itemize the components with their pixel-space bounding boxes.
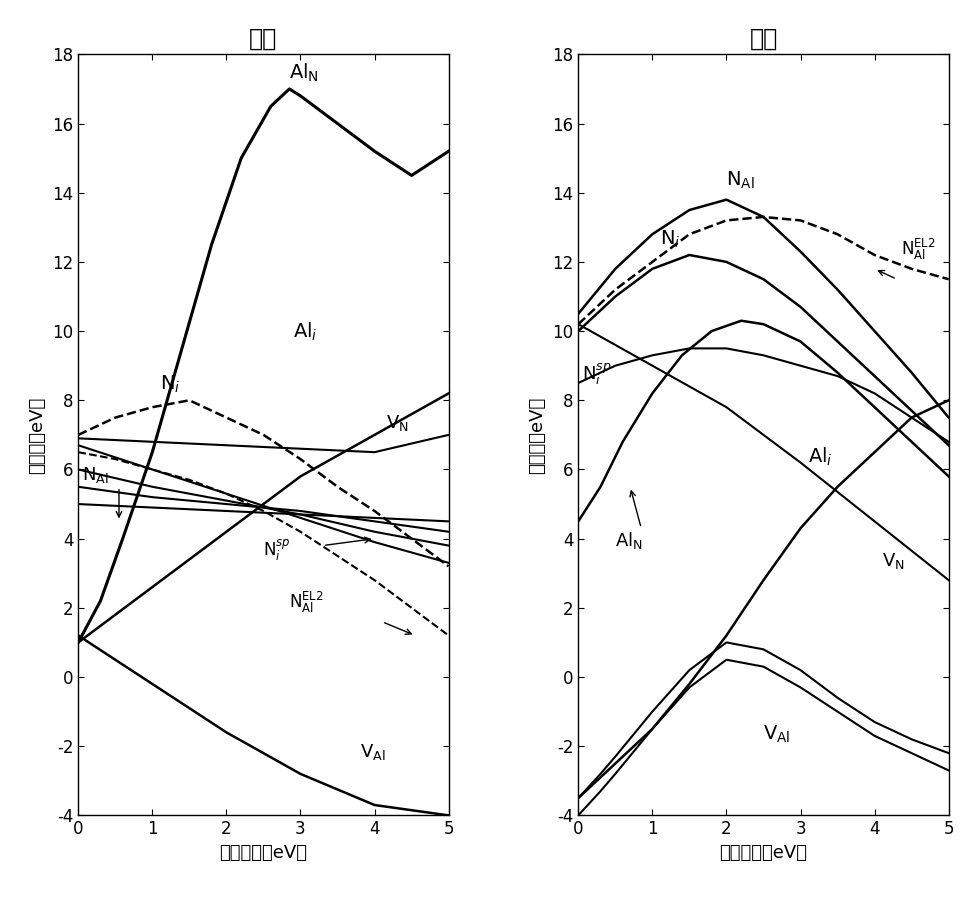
X-axis label: 费米能级（eV）: 费米能级（eV）: [719, 843, 807, 862]
Text: $\mathrm{N}_i$: $\mathrm{N}_i$: [659, 228, 680, 250]
Text: $\mathrm{Al_N}$: $\mathrm{Al_N}$: [615, 530, 642, 551]
Title: 富氮: 富氮: [249, 27, 277, 51]
Text: $\mathrm{Al}_i$: $\mathrm{Al}_i$: [293, 321, 318, 343]
Text: $\mathrm{V_N}$: $\mathrm{V_N}$: [881, 552, 904, 572]
Text: $\mathrm{N}_i^{sp}$: $\mathrm{N}_i^{sp}$: [581, 361, 611, 387]
Text: $\mathrm{V_N}$: $\mathrm{V_N}$: [385, 413, 408, 433]
Text: $\mathrm{V_{Al}}$: $\mathrm{V_{Al}}$: [360, 742, 385, 762]
Text: $\mathrm{V_{Al}}$: $\mathrm{V_{Al}}$: [763, 723, 790, 745]
X-axis label: 费米能级（eV）: 费米能级（eV）: [219, 843, 307, 862]
Text: $\mathrm{N_{Al}}$: $\mathrm{N_{Al}}$: [82, 465, 108, 485]
Text: $\mathrm{Al_N}$: $\mathrm{Al_N}$: [289, 62, 319, 84]
Y-axis label: 形成能（eV）: 形成能（eV）: [28, 396, 47, 474]
Text: $\mathrm{N_{Al}}$: $\mathrm{N_{Al}}$: [726, 169, 754, 191]
Y-axis label: 形成能（eV）: 形成能（eV）: [528, 396, 546, 474]
Text: $\mathrm{N}_i^{sp}$: $\mathrm{N}_i^{sp}$: [263, 537, 290, 563]
Text: $\mathrm{N}_i$: $\mathrm{N}_i$: [159, 374, 180, 395]
Text: $\mathrm{Al}_i$: $\mathrm{Al}_i$: [807, 446, 831, 467]
Title: 富铝: 富铝: [748, 27, 777, 51]
Text: $\mathrm{N_{Al}^{EL2}}$: $\mathrm{N_{Al}^{EL2}}$: [289, 590, 323, 615]
Text: $\mathrm{N_{Al}^{EL2}}$: $\mathrm{N_{Al}^{EL2}}$: [900, 236, 934, 262]
